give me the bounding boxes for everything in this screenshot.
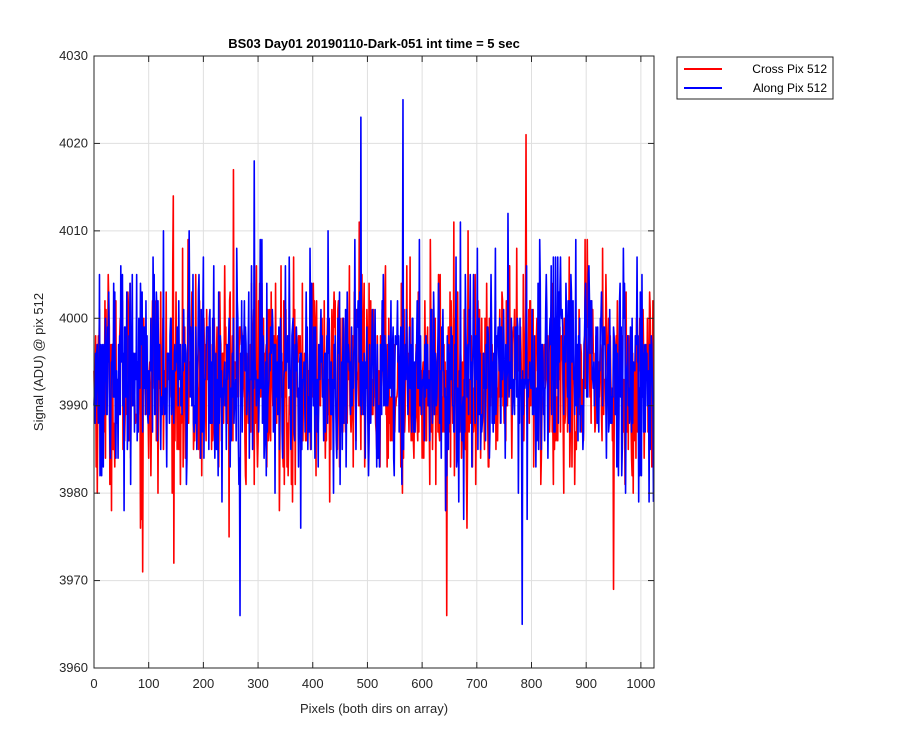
x-tick-label: 900 <box>575 676 597 691</box>
y-tick-label: 3980 <box>59 485 88 500</box>
legend-box <box>676 56 834 100</box>
series-line-along <box>93 98 655 626</box>
y-tick-label: 3990 <box>59 398 88 413</box>
y-tick-label: 4030 <box>59 48 88 63</box>
legend: Cross Pix 512 Along Pix 512 <box>676 56 834 100</box>
legend-label-along: Along Pix 512 <box>753 81 827 95</box>
x-tick-label: 500 <box>357 676 379 691</box>
y-tick-label: 4020 <box>59 135 88 150</box>
x-tick-label: 800 <box>521 676 543 691</box>
x-tick-label: 700 <box>466 676 488 691</box>
y-axis-label: Signal (ADU) @ pix 512 <box>31 293 46 431</box>
x-axis-label: Pixels (both dirs on array) <box>300 701 448 716</box>
y-tick-label: 3970 <box>59 573 88 588</box>
x-tick-label: 600 <box>411 676 433 691</box>
series-layer <box>93 98 655 626</box>
x-tick-label: 100 <box>138 676 160 691</box>
x-tick-label: 400 <box>302 676 324 691</box>
y-tick-label: 4000 <box>59 310 88 325</box>
y-tick-label: 4010 <box>59 223 88 238</box>
axes-box <box>93 55 655 669</box>
x-tick-label: 300 <box>247 676 269 691</box>
legend-label-cross: Cross Pix 512 <box>752 62 827 76</box>
chart-title: BS03 Day01 20190110-Dark-051 int time = … <box>228 36 520 51</box>
x-tick-label: 0 <box>90 676 97 691</box>
y-tick-label: 3960 <box>59 660 88 675</box>
ticks: 0 100 200 300 400 500 600 700 800 900 1000 3960 3970… <box>59 48 655 691</box>
x-tick-label: 1000 <box>626 676 655 691</box>
x-tick-label: 200 <box>193 676 215 691</box>
